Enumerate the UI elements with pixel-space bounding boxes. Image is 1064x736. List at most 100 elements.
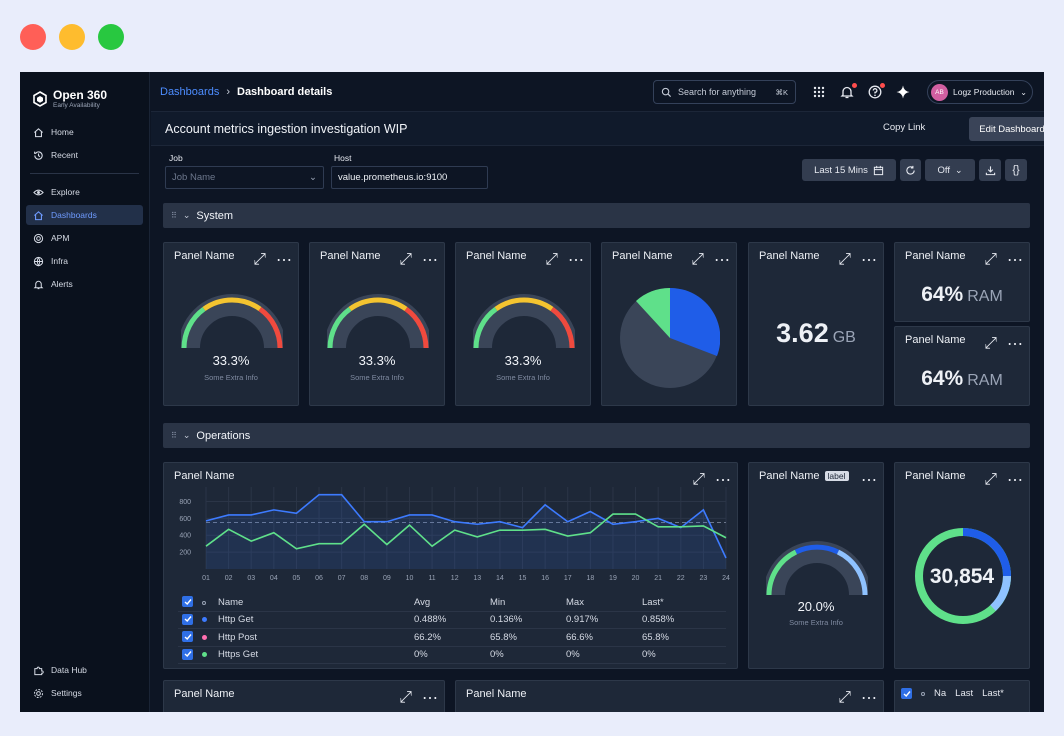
panel-label-tag: label — [824, 471, 849, 481]
more-icon[interactable]: ⋯ — [715, 472, 731, 489]
sidebar-item-label: Infra — [51, 256, 69, 266]
sidebar-item-alerts[interactable]: Alerts — [26, 274, 143, 294]
calendar-icon — [873, 165, 884, 175]
time-range-button[interactable]: Last 15 Mins — [802, 159, 896, 181]
table-row[interactable]: Http Get 0.488% 0.136% 0.917% 0.858% — [178, 611, 726, 629]
chevron-down-icon: ⌄ — [182, 430, 191, 440]
account-switcher[interactable]: AB Logz Production ⌄ — [927, 80, 1033, 104]
search-input[interactable]: Search for anything ⌘K — [653, 80, 796, 104]
minimize-window-button[interactable] — [59, 24, 85, 50]
series-checkbox[interactable] — [182, 648, 193, 660]
more-icon[interactable]: ⋯ — [714, 252, 730, 269]
panel-title-wrap: Panel Name label — [759, 470, 849, 482]
expand-icon[interactable]: ⤢ — [692, 471, 705, 488]
account-name: Logz Production — [953, 87, 1015, 97]
series-checkbox[interactable] — [182, 613, 193, 625]
expand-icon[interactable]: ⤢ — [253, 251, 266, 268]
copy-link-button[interactable]: Copy Link — [883, 122, 926, 133]
home-icon — [34, 127, 43, 137]
bottom-panel-left[interactable]: Panel Name ⤢ ⋯ — [163, 680, 445, 712]
x-tick-label: 05 — [293, 575, 301, 582]
more-icon[interactable]: ⋯ — [861, 252, 877, 269]
legend-col-avg: Avg — [410, 594, 486, 612]
dot-icon — [921, 691, 925, 696]
select-all-checkbox[interactable] — [901, 688, 912, 699]
pie-panel[interactable]: Panel Name ⤢ ⋯ — [601, 242, 737, 406]
more-icon[interactable]: ⋯ — [276, 252, 292, 269]
logo-icon — [33, 90, 47, 107]
expand-icon[interactable]: ⤢ — [838, 251, 851, 268]
json-button[interactable]: {} — [1005, 159, 1027, 181]
series-name: Http Post — [214, 628, 410, 647]
gauge-subtext: Some Extra Info — [496, 373, 550, 382]
more-icon[interactable]: ⋯ — [422, 690, 438, 707]
table-row[interactable]: Http Post 66.2% 65.8% 66.6% 65.8% — [178, 628, 726, 647]
maximize-window-button[interactable] — [98, 24, 124, 50]
section-system[interactable]: ⠿ ⌄ System — [163, 203, 1030, 228]
expand-icon[interactable]: ⤢ — [838, 689, 851, 706]
select-all-checkbox[interactable] — [182, 596, 193, 607]
panel-title: Panel Name — [320, 250, 381, 262]
refresh-button[interactable] — [900, 159, 921, 181]
sidebar-item-infra[interactable]: Infra — [26, 251, 143, 271]
x-tick-label: 19 — [609, 575, 617, 582]
section-operations[interactable]: ⠿ ⌄ Operations — [163, 423, 1030, 448]
sidebar-item-settings[interactable]: Settings — [26, 683, 143, 703]
bell-icon — [33, 280, 44, 289]
sidebar-item-dashboards[interactable]: Dashboards — [26, 205, 143, 225]
sidebar-item-home[interactable]: Home — [26, 122, 143, 142]
expand-icon[interactable]: ⤢ — [399, 251, 412, 268]
sidebar-item-data-hub[interactable]: Data Hub — [26, 660, 143, 680]
job-placeholder: Job Name — [172, 172, 216, 183]
gauge-panel-2[interactable]: Panel Name ⤢ ⋯ 33.3% Some Extra Info — [309, 242, 445, 406]
expand-icon[interactable]: ⤢ — [399, 689, 412, 706]
brand-subtitle: Early Availability — [53, 102, 100, 109]
expand-icon[interactable]: ⤢ — [984, 251, 997, 268]
gauge-panel-label[interactable]: Panel Name label ⋯ 20.0% Some Extra Info — [748, 462, 884, 669]
gauge-panel-1[interactable]: Panel Name ⤢ ⋯ 33.3% Some Extra Info — [163, 242, 299, 406]
expand-icon[interactable]: ⤢ — [984, 335, 997, 352]
pie-slice-green — [636, 288, 670, 338]
more-icon[interactable]: ⋯ — [861, 472, 877, 489]
download-button[interactable] — [979, 159, 1001, 181]
more-icon[interactable]: ⋯ — [861, 690, 877, 707]
stat-panel-ram-2[interactable]: Panel Name ⤢ ⋯ 64% RAM — [894, 326, 1030, 406]
series-checkbox[interactable] — [182, 631, 193, 642]
auto-refresh-select[interactable]: Off ⌄ — [925, 159, 975, 181]
donut-panel[interactable]: Panel Name ⤢ ⋯ 30,854 — [894, 462, 1030, 669]
more-icon[interactable]: ⋯ — [1007, 252, 1023, 269]
gauge-subtext: Some Extra Info — [204, 373, 258, 382]
more-icon[interactable]: ⋯ — [1007, 472, 1023, 489]
y-tick-label: 800 — [179, 499, 191, 506]
edit-dashboard-button[interactable]: Edit Dashboard — [969, 117, 1044, 141]
gauge-chart — [181, 294, 283, 349]
more-icon[interactable]: ⋯ — [422, 252, 438, 269]
help-icon[interactable] — [867, 84, 883, 100]
host-field[interactable]: value.prometheus.io:9100 — [331, 166, 488, 189]
ai-sparkle-icon[interactable] — [895, 84, 911, 100]
bottom-panel-middle[interactable]: Panel Name ⤢ ⋯ — [455, 680, 884, 712]
breadcrumb-dashboards[interactable]: Dashboards — [160, 85, 220, 98]
stat-panel-ram-1[interactable]: Panel Name ⤢ ⋯ 64% RAM — [894, 242, 1030, 322]
brand-logo[interactable]: Open 360 Early Availability — [20, 72, 149, 119]
panel-title: Panel Name — [905, 334, 966, 346]
expand-icon[interactable]: ⤢ — [984, 471, 997, 488]
expand-icon[interactable]: ⤢ — [545, 251, 558, 268]
job-select[interactable]: Job Name ⌄ — [165, 166, 324, 189]
apps-grid-icon[interactable] — [811, 84, 827, 100]
sidebar-item-explore[interactable]: Explore — [26, 182, 143, 202]
more-icon[interactable]: ⋯ — [568, 252, 584, 269]
sidebar-item-apm[interactable]: APM — [26, 228, 143, 248]
app-frame: Open 360 Early Availability Home Recent … — [20, 72, 1044, 712]
more-icon[interactable]: ⋯ — [1007, 336, 1023, 353]
sidebar-item-recent[interactable]: Recent — [26, 145, 143, 165]
timeseries-panel[interactable]: Panel Name ⤢ ⋯ 200 400 600 800 01 02 03 04 05 06 07… — [163, 462, 738, 669]
stat-panel-memory[interactable]: Panel Name ⤢ ⋯ 3.62 GB — [748, 242, 884, 406]
gauge-value: 33.3% — [504, 353, 542, 368]
close-window-button[interactable] — [20, 24, 46, 50]
expand-icon[interactable]: ⤢ — [691, 251, 704, 268]
notifications-bell-icon[interactable] — [839, 84, 855, 100]
gauge-panel-3[interactable]: Panel Name ⤢ ⋯ 33.3% Some Extra Info — [455, 242, 591, 406]
table-row[interactable]: Https Get 0% 0% 0% 0% — [178, 646, 726, 664]
bottom-panel-table[interactable]: Na Last Last* — [894, 680, 1030, 712]
